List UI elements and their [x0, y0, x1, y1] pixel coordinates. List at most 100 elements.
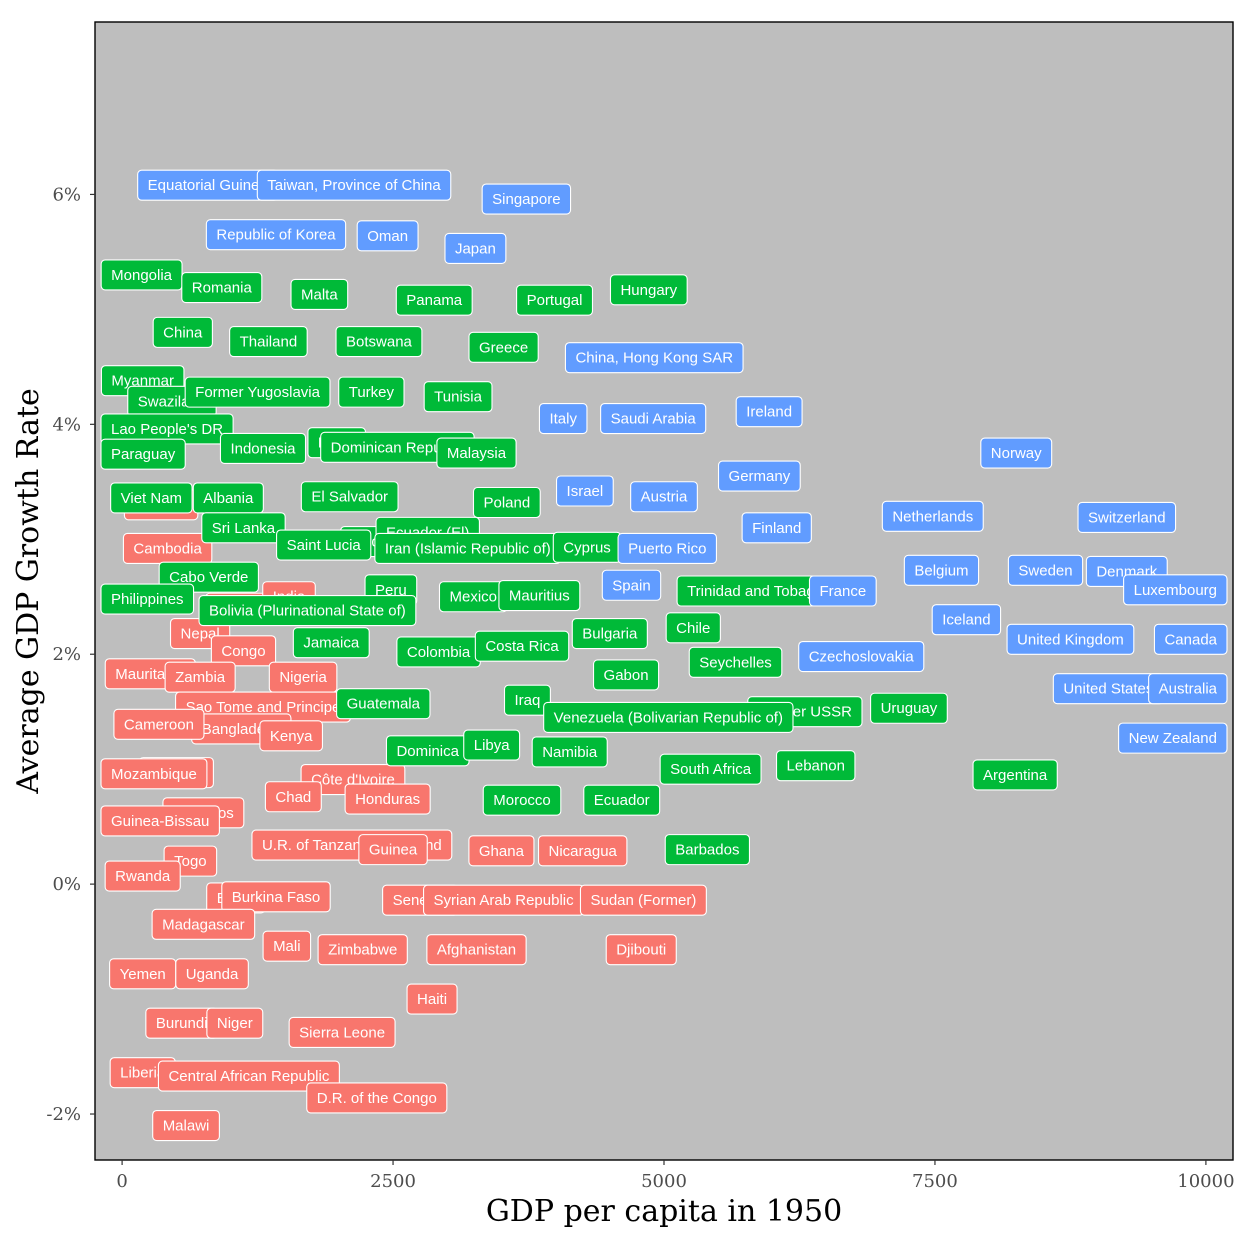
data-point-label: Indonesia: [230, 440, 296, 457]
x-tick-label: 5000: [641, 1171, 687, 1192]
data-point-low: Syrian Arab Republic: [423, 884, 585, 916]
data-point-box: [775, 750, 856, 782]
data-point-low: Niger: [206, 1007, 264, 1039]
data-point-mid: Namibia: [531, 736, 608, 768]
data-point-label: Poland: [483, 494, 530, 511]
data-point-label: Cameroon: [124, 716, 194, 733]
data-point-high: Japan: [444, 232, 507, 265]
data-point-label: Chile: [676, 620, 710, 637]
data-point-mid: Philippines: [100, 583, 195, 615]
data-point-label: Thailand: [240, 334, 298, 351]
data-point-mid: Albania: [192, 482, 264, 514]
data-point-box: [290, 278, 349, 310]
data-point-label: El Salvador: [311, 489, 388, 506]
data-point-label: Sudan (Former): [590, 892, 696, 909]
data-point-mid: Colombia: [396, 636, 481, 668]
data-point-box: [555, 475, 614, 507]
data-point-box: [338, 376, 405, 408]
data-point-low: Mozambique: [100, 758, 208, 790]
data-point-box: [972, 759, 1058, 791]
data-point-box: [579, 884, 707, 916]
data-point-label: Cabo Verde: [169, 569, 248, 586]
data-point-mid: Lao People's DR: [100, 413, 234, 445]
data-point-label: Dominican Republic: [331, 439, 465, 456]
data-point-box: [206, 1007, 264, 1039]
data-point-box: [152, 1109, 220, 1142]
data-point-label: Oman: [367, 228, 408, 245]
data-point-low: Nicaragua: [537, 835, 628, 867]
data-point-label: Luxembourg: [1134, 582, 1217, 599]
data-point-mid: Botswana: [335, 326, 423, 358]
data-point-mid: Dominican Republic: [320, 431, 475, 463]
data-point-label: Nigeria: [279, 669, 327, 686]
data-point-label: Former Yugoslavia: [195, 384, 320, 401]
data-point-mid: Jamaica: [292, 627, 370, 659]
data-point-mid: Mongolia: [100, 259, 183, 291]
data-point-mid: Lebanon: [775, 750, 856, 782]
data-point-box: [113, 708, 205, 740]
data-labels: LesothoCambodiaPakistanIndiaNepalCongoMa…: [100, 169, 1228, 1142]
data-point-label: Malta: [301, 286, 338, 303]
data-point-label: Madagascar: [162, 916, 245, 933]
data-point-box: [1077, 501, 1177, 533]
data-point-box: [210, 635, 277, 667]
data-point-box: [344, 783, 431, 815]
data-point-mid: Malaysia: [436, 437, 517, 469]
y-tick-label: 0%: [52, 874, 81, 895]
data-point-label: Afghanistan: [437, 942, 516, 959]
data-point-mid: Libya: [463, 729, 521, 761]
data-point-label: Trinidad and Tobago: [687, 583, 823, 600]
data-point-high: Austria: [630, 481, 698, 513]
x-tick-label: 0: [116, 1171, 127, 1192]
data-point-high: Republic of Korea: [205, 219, 347, 251]
data-point-high: Ireland: [735, 396, 803, 428]
data-point-box: [498, 580, 581, 612]
data-point-high: Norway: [980, 437, 1053, 469]
data-point-label: Norway: [991, 445, 1042, 462]
data-point-low: Nigeria: [268, 661, 338, 693]
data-point-box: [870, 692, 948, 724]
data-point-label: Peru: [375, 582, 407, 599]
data-point-box: [181, 271, 263, 304]
data-point-box: [100, 758, 208, 790]
data-point-label: Argentina: [983, 767, 1048, 784]
data-point-low: D.R. of the Congo: [306, 1082, 448, 1114]
data-point-label: United States: [1063, 681, 1153, 698]
data-point-label: Sierra Leone: [299, 1024, 385, 1041]
y-tick-label: -2%: [46, 1104, 81, 1125]
data-point-box: [264, 781, 322, 813]
data-point-box: [468, 835, 535, 867]
data-point-low: Kenya: [259, 720, 323, 752]
data-point-low: Guinea: [358, 834, 428, 866]
data-point-box: [259, 720, 323, 752]
data-point-low: Central African Republic: [157, 1060, 340, 1092]
data-point-label: Israel: [567, 483, 604, 500]
data-point-label: Botswana: [346, 334, 413, 351]
data-point-label: Hungary: [620, 282, 677, 299]
data-point-label: Switzerland: [1088, 509, 1166, 526]
data-point-box: [317, 934, 408, 966]
data-point-mid: Morocco: [482, 784, 562, 816]
data-point-label: Puerto Rico: [628, 540, 706, 557]
data-point-box: [436, 437, 517, 469]
data-point-label: Lao People's DR: [111, 421, 223, 438]
data-point-box: [741, 512, 812, 544]
data-point-label: Nicaragua: [549, 843, 618, 860]
data-point-box: [1153, 623, 1228, 655]
data-point-box: [543, 701, 794, 733]
data-point-high: Iceland: [931, 604, 1002, 636]
data-point-low: Guinea-Bissau: [100, 805, 220, 837]
data-point-mid: Gabon: [592, 659, 660, 691]
data-point-low: Djibouti: [605, 934, 677, 966]
data-point-label: Seychelles: [699, 654, 772, 671]
data-point-box: [356, 220, 419, 252]
data-point-label: Syrian Arab Republic: [434, 892, 575, 909]
data-point-high: Australia: [1148, 673, 1228, 705]
data-point-box: [688, 646, 783, 678]
data-point-mid: Mexico: [438, 581, 508, 613]
data-point-label: Iceland: [942, 612, 990, 629]
data-point-box: [406, 983, 458, 1015]
data-point-low: Cambodia: [122, 532, 213, 565]
data-point-box: [198, 594, 417, 627]
data-point-box: [664, 834, 751, 866]
